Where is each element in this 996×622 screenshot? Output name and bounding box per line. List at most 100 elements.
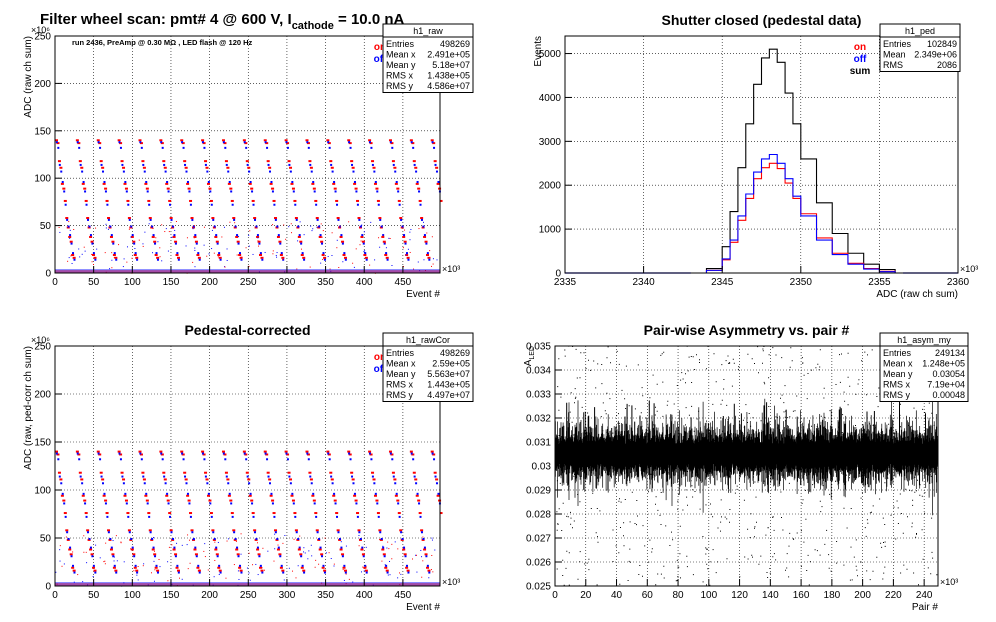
point-off (118, 141, 121, 144)
point-off (248, 234, 250, 236)
y-tick-label: 0.03 (532, 462, 552, 473)
point-on (152, 228, 154, 230)
point-on (244, 453, 248, 456)
point-on (199, 569, 201, 571)
point-off (59, 560, 61, 562)
point-off (356, 203, 359, 206)
point-off (418, 190, 421, 193)
point-on (360, 240, 362, 242)
point-on (217, 253, 221, 256)
point-off (76, 141, 79, 144)
y-tick-label: 250 (34, 32, 51, 43)
point-on (259, 566, 263, 569)
point-on (381, 235, 385, 238)
point-on (265, 142, 269, 145)
point-on (117, 139, 121, 142)
point-off (154, 242, 157, 245)
point-on (123, 182, 127, 185)
y-tick-label: 150 (34, 126, 51, 137)
legend-off: off (854, 54, 867, 65)
point-off (215, 546, 218, 549)
point-on (218, 256, 222, 259)
x-tick-label: 40 (611, 590, 623, 601)
point-on (124, 187, 128, 190)
point-off (318, 537, 321, 540)
x-tick-label: 250 (240, 590, 257, 601)
point-on (361, 553, 365, 556)
point-off (313, 190, 316, 193)
point-off (61, 180, 64, 183)
point-off (148, 223, 150, 225)
point-off (363, 231, 365, 233)
point-on (393, 166, 397, 169)
point-off (380, 537, 383, 540)
point-off (419, 515, 422, 518)
point-off (105, 227, 107, 229)
point-off (355, 190, 358, 193)
point-off (276, 225, 279, 228)
point-off (236, 546, 239, 549)
point-off (385, 564, 388, 567)
x-tick-label: 200 (854, 590, 871, 601)
point-off (288, 163, 291, 166)
point-off (266, 458, 269, 461)
point-off (361, 571, 363, 573)
point-off (325, 552, 327, 554)
point-on (57, 160, 61, 163)
point-on (109, 548, 113, 551)
point-on (257, 240, 261, 243)
y-tick-label: 0.032 (526, 414, 551, 425)
point-on (256, 235, 260, 238)
point-off (240, 258, 243, 261)
point-off (341, 555, 344, 558)
point-off (218, 252, 221, 255)
point-off (409, 239, 411, 241)
point-on (412, 471, 416, 474)
stats-value: 1.438e+05 (427, 71, 470, 81)
point-on (184, 478, 188, 481)
stats-box: h1_raw Entries 498269 Mean x 2.491e+05 Mean y… (382, 23, 474, 93)
point-off (349, 146, 352, 149)
point-off (277, 234, 280, 237)
point-on (252, 564, 254, 566)
point-off (418, 502, 421, 505)
point-on (357, 529, 361, 532)
point-off (110, 234, 113, 237)
point-off (237, 242, 240, 245)
point-on (68, 221, 70, 223)
point-off (292, 502, 295, 505)
point-on (322, 230, 324, 232)
point-on (338, 266, 340, 268)
point-off (295, 218, 298, 221)
point-on (61, 565, 63, 567)
point-off (238, 235, 240, 237)
point-off (140, 458, 143, 461)
stats-key: Mean x (386, 359, 416, 369)
point-on (412, 160, 416, 163)
point-on (115, 535, 117, 537)
point-on (245, 247, 247, 249)
point-off (364, 250, 366, 252)
point-off (417, 261, 419, 263)
point-off (176, 252, 179, 255)
point-off (173, 234, 176, 237)
point-off (415, 554, 417, 556)
point-on (77, 142, 81, 145)
point-on (207, 569, 209, 571)
point-off (258, 242, 261, 245)
point-off (215, 234, 218, 237)
point-off (121, 475, 124, 478)
point-off (343, 564, 346, 567)
point-on (426, 232, 428, 234)
point-off (343, 579, 345, 581)
point-on (163, 166, 167, 169)
x-exponent-label: ×10³ (442, 577, 460, 587)
point-off (194, 249, 196, 251)
point-on (92, 566, 96, 569)
point-off (259, 564, 262, 567)
point-off (273, 515, 276, 518)
x-tick-label: 300 (279, 590, 296, 601)
point-off (109, 268, 111, 270)
point-on (402, 235, 406, 238)
point-off (73, 571, 76, 574)
